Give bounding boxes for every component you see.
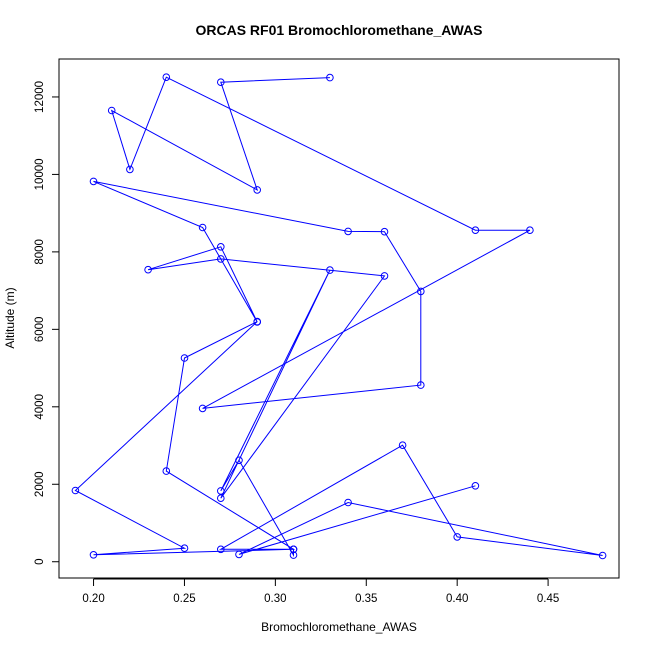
data-point	[526, 226, 534, 234]
data-point	[198, 223, 207, 232]
x-tick-label: 0.35	[355, 593, 377, 605]
data-point	[107, 106, 116, 115]
y-tick-label: 8000	[34, 239, 46, 265]
x-tick-label: 0.30	[264, 593, 286, 605]
data-point	[89, 177, 98, 186]
y-tick-label: 2000	[34, 471, 46, 497]
chart-title: ORCAS RF01 Bromochloromethane_AWAS	[195, 22, 482, 38]
data-point	[380, 272, 389, 280]
data-point	[144, 265, 152, 274]
data-point	[289, 545, 298, 554]
data-point	[217, 494, 225, 503]
data-point	[417, 381, 425, 389]
data-point	[453, 533, 462, 541]
data-point	[289, 551, 298, 559]
y-axis: 0 2000 4000 6000 8000 10000 12000	[34, 81, 60, 565]
data-point	[380, 227, 389, 236]
data-point	[180, 354, 189, 362]
data-point	[217, 255, 225, 263]
y-tick-label: 4000	[34, 394, 46, 420]
data-point	[344, 227, 352, 236]
data-point	[326, 266, 334, 274]
x-tick-label: 0.45	[537, 593, 559, 605]
data-point	[198, 404, 207, 413]
data-point	[89, 551, 98, 559]
data-point	[162, 73, 171, 81]
y-tick-label: 10000	[34, 158, 46, 190]
data-point	[326, 73, 334, 82]
data-point	[217, 487, 225, 495]
data-point	[217, 545, 225, 554]
data-point	[471, 482, 480, 490]
series-group	[71, 73, 607, 560]
data-point	[417, 287, 425, 296]
data-point	[217, 78, 225, 86]
x-axis-label: Bromochloromethane_AWAS	[261, 620, 417, 634]
y-tick-label: 0	[34, 559, 46, 565]
data-point	[344, 498, 352, 507]
data-point	[162, 467, 171, 475]
series-line	[74, 76, 603, 557]
x-tick-label: 0.25	[173, 593, 195, 605]
data-point	[126, 165, 134, 174]
data-point	[253, 186, 262, 194]
x-tick-label: 0.20	[82, 593, 104, 605]
x-axis: 0.20 0.25 0.30 0.35 0.40 0.45	[82, 578, 559, 605]
data-point	[598, 551, 607, 560]
data-point	[71, 486, 80, 495]
data-point	[471, 226, 480, 234]
data-point	[235, 550, 243, 559]
data-point	[180, 544, 189, 553]
data-point	[253, 317, 262, 326]
data-point	[217, 243, 225, 251]
y-axis-label: Altitude (m)	[3, 287, 17, 348]
data-point	[398, 441, 407, 450]
x-tick-label: 0.40	[446, 593, 468, 605]
data-point	[235, 456, 243, 465]
y-tick-label: 12000	[34, 81, 46, 113]
y-tick-label: 6000	[34, 317, 46, 343]
